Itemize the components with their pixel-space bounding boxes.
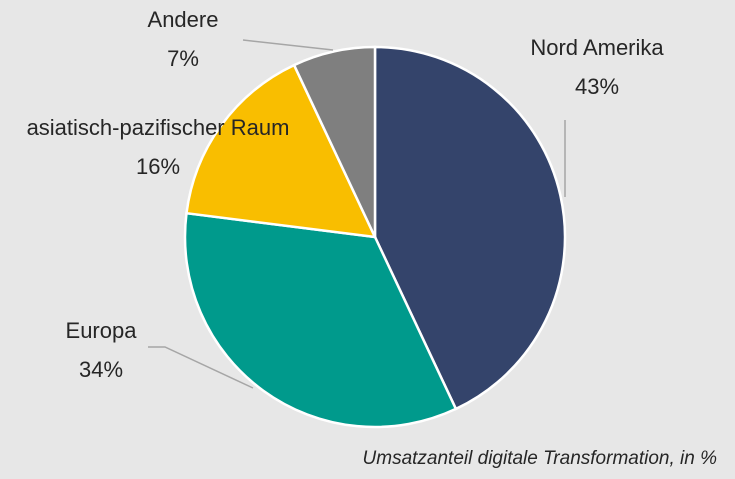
leader-line [148,346,254,389]
category-label: Europa [65,318,137,343]
category-label: Andere [147,7,219,32]
category-label: Nord Amerika [530,35,664,60]
leader-line [242,39,334,51]
pie-slice [292,45,377,238]
value-label: 34% [78,357,124,382]
value-label: 43% [574,74,620,99]
slice-label: asiatisch-pazifischer Raum 16% [23,108,293,186]
category-label: asiatisch-pazifischer Raum [26,115,290,140]
caption: Umsatzanteil digitale Transformation, in… [362,448,717,469]
pie-slice [185,63,378,239]
value-label: 16% [135,154,181,179]
value-label: 7% [167,46,199,71]
pie-slice [183,211,458,429]
slice-label: Nord Amerika 43% [477,28,717,106]
slice-label: Andere 7% [83,0,283,78]
pie-slice [373,45,567,411]
slice-label: Europa 34% [0,311,221,389]
